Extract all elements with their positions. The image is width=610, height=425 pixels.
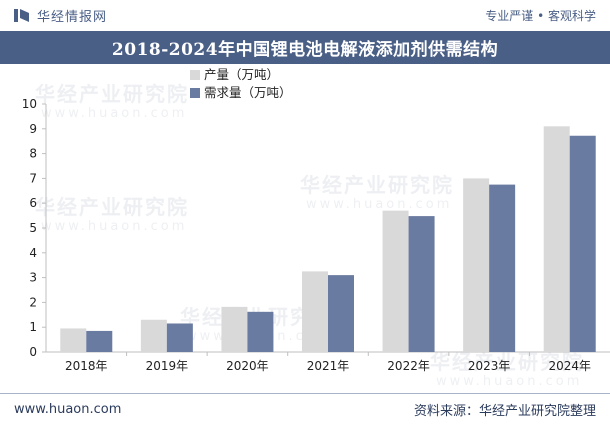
legend: 产量（万吨） 需求量（万吨）: [190, 67, 292, 100]
watermark-text: 华经产业研究院: [300, 173, 454, 197]
bar-demand: [328, 275, 354, 352]
footer: www.huaon.com 资料来源：华经产业研究院整理: [0, 393, 610, 425]
watermark-url: www.huaon.com: [306, 197, 452, 212]
y-tick-label: 7: [29, 171, 37, 185]
y-tick-label: 10: [22, 97, 37, 111]
watermark-url: www.huaon.com: [41, 219, 187, 234]
bar-production: [463, 178, 490, 352]
bar-production: [140, 319, 167, 352]
footer-source: 资料来源：华经产业研究院整理: [413, 404, 596, 419]
y-tick-label: 3: [29, 271, 37, 285]
watermark-text: 华经产业研究院: [35, 82, 189, 106]
legend-label-demand: 需求量（万吨）: [204, 85, 292, 100]
bar-production: [60, 328, 87, 352]
x-tick-label: 2019年: [146, 359, 189, 373]
bar-production: [302, 271, 328, 352]
watermark-text: 华经产业研究院: [430, 350, 584, 374]
y-tick-label: 2: [29, 295, 37, 309]
watermark-url: www.huaon.com: [436, 374, 582, 389]
chart-title: 2018-2024年中国锂电池电解液添加剂供需结构: [111, 40, 499, 60]
slogan: 专业严谨 • 客观科学: [485, 8, 596, 23]
title-bar: 2018-2024年中国锂电池电解液添加剂供需结构: [0, 31, 610, 64]
bar-demand: [489, 184, 516, 352]
huajing-logo-icon: [14, 8, 29, 22]
y-tick-label: 4: [29, 246, 37, 260]
y-tick-label: 6: [29, 196, 37, 210]
legend-label-production: 产量（万吨）: [204, 67, 279, 82]
bar-demand: [166, 323, 193, 352]
bar-demand: [247, 311, 274, 352]
y-tick-label: 8: [29, 147, 37, 161]
bar-production: [543, 126, 570, 352]
legend-swatch-demand: [190, 88, 200, 98]
x-tick-label: 2018年: [65, 359, 108, 373]
legend-swatch-production: [190, 70, 200, 80]
y-tick-label: 5: [29, 221, 37, 235]
x-tick-label: 2021年: [307, 359, 350, 373]
bar-chart: 华经产业研究院www.huaon.com华经产业研究院www.huaon.com…: [22, 67, 610, 389]
bar-production: [221, 306, 248, 352]
footer-website[interactable]: www.huaon.com: [14, 402, 122, 417]
x-tick-label: 2022年: [387, 359, 430, 373]
bar-demand: [569, 135, 596, 352]
brand: 华经情报网: [14, 6, 107, 25]
y-tick-label: 9: [29, 122, 37, 136]
bar-demand: [408, 216, 435, 352]
brand-name: 华经情报网: [37, 9, 108, 25]
y-tick-label: 1: [29, 320, 37, 334]
bar-demand: [86, 330, 113, 352]
x-tick-label: 2023年: [468, 359, 511, 373]
y-tick-label: 0: [29, 345, 37, 359]
x-tick-label: 2020年: [226, 359, 269, 373]
bars: 2018年 2019年 2020年 2021年 2022年 2023年 2024年: [60, 126, 596, 373]
x-tick-label: 2024年: [548, 359, 591, 373]
watermark-text: 华经产业研究院: [35, 195, 189, 219]
top-bar: 华经情报网 专业严谨 • 客观科学: [0, 0, 610, 30]
watermark-url: www.huaon.com: [41, 106, 187, 121]
bar-production: [382, 210, 409, 352]
